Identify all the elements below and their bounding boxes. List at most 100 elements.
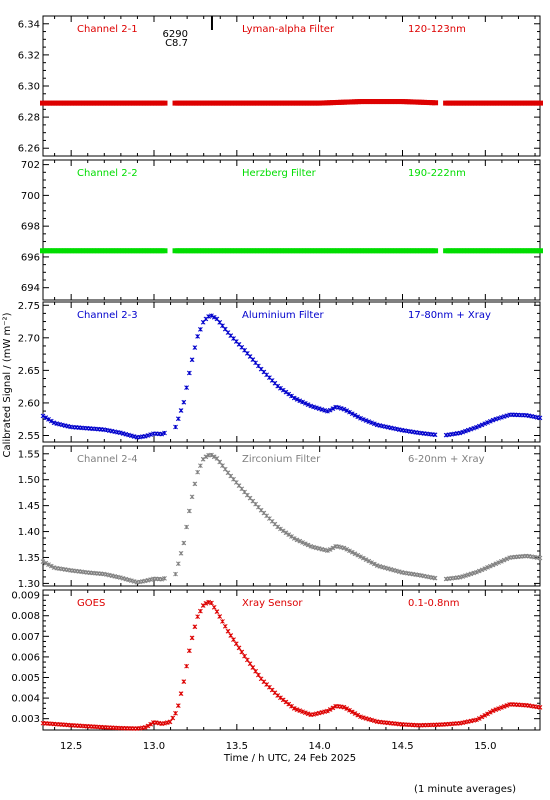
data-point	[209, 452, 214, 458]
data-point	[341, 704, 347, 710]
y-tick-label: 2.70	[18, 333, 40, 344]
data-point	[363, 557, 369, 562]
data-point	[501, 704, 507, 709]
panel-5: 0.003 0.004 0.005 0.006 0.007 0.008 0.009 GOES X…	[11, 589, 543, 731]
data-point	[504, 703, 510, 708]
data-point	[159, 576, 165, 582]
filter-label: Xray Sensor	[242, 598, 303, 609]
data-point	[460, 429, 466, 435]
data-point	[476, 716, 482, 721]
data-point	[289, 393, 294, 399]
data-point	[341, 406, 347, 412]
data-point	[311, 404, 316, 410]
data-point	[465, 427, 471, 433]
data-point	[46, 417, 51, 422]
data-point	[189, 635, 195, 641]
data-point	[465, 572, 471, 578]
data-point	[432, 100, 439, 106]
data-point	[485, 420, 490, 425]
data-point	[352, 412, 358, 418]
data-point	[291, 706, 297, 711]
data-point	[305, 402, 311, 407]
data-point	[313, 405, 319, 411]
data-point	[330, 545, 336, 551]
data-point	[231, 637, 236, 642]
data-series	[40, 99, 543, 106]
data-point	[498, 558, 504, 564]
data-point	[358, 415, 363, 421]
data-point	[206, 314, 212, 319]
data-point	[369, 420, 374, 426]
data-point	[501, 414, 507, 419]
data-point	[302, 400, 308, 406]
data-point	[159, 431, 165, 437]
data-point	[327, 407, 333, 413]
data-point	[474, 569, 479, 575]
data-point	[297, 538, 303, 544]
data-point	[355, 414, 361, 420]
data-point	[148, 432, 154, 437]
y-tick-label: 0.007	[11, 632, 40, 643]
data-point	[297, 398, 303, 404]
data-point	[302, 541, 308, 547]
data-point	[297, 708, 303, 714]
data-point	[347, 548, 352, 554]
data-point	[498, 705, 504, 710]
data-point	[537, 704, 543, 710]
data-point	[173, 710, 178, 716]
data-point	[286, 391, 292, 397]
data-point	[175, 703, 181, 708]
data-series	[40, 248, 543, 254]
data-point	[186, 370, 192, 376]
data-point	[355, 552, 361, 558]
data-point	[186, 508, 192, 514]
data-point	[360, 555, 366, 561]
data-point	[217, 459, 223, 465]
data-point	[280, 528, 286, 534]
data-point	[184, 663, 189, 669]
y-tick-label: 6.32	[18, 50, 40, 61]
filter-label: Herzberg Filter	[242, 168, 317, 179]
y-tick-label: 0.005	[11, 673, 40, 684]
data-point	[349, 411, 355, 417]
y-tick-label: 702	[21, 160, 40, 171]
data-point	[40, 413, 46, 419]
data-point	[184, 524, 189, 530]
data-point	[358, 714, 363, 720]
data-point	[352, 551, 358, 557]
data-point	[46, 562, 51, 567]
data-point	[482, 566, 488, 571]
data-point	[463, 573, 468, 578]
panel-2: 694 696 698 700 702 Channel 2-2 Herzberg Filte…	[21, 159, 543, 301]
data-point	[327, 547, 333, 552]
data-point	[352, 711, 358, 716]
data-point	[347, 707, 352, 713]
filter-label: Aluminium Filter	[242, 310, 325, 321]
wavelength-label: 17-80nm + Xray	[408, 310, 491, 321]
data-point	[242, 653, 247, 659]
data-point	[496, 415, 501, 421]
x-tick-label: 12.5	[60, 741, 82, 752]
data-point	[220, 463, 225, 468]
panel-frame	[42, 159, 541, 301]
data-point	[496, 706, 501, 711]
y-tick-label: 0.009	[11, 591, 40, 602]
x-tick-label: 14.5	[391, 741, 413, 752]
data-point	[214, 609, 220, 614]
y-tick-label: 2.75	[18, 301, 40, 312]
panel-frame	[42, 301, 541, 443]
x-axis-label: Time / h UTC, 24 Feb 2025	[223, 753, 356, 764]
y-tick-label: 1.55	[18, 449, 40, 460]
data-point	[225, 628, 231, 634]
data-point	[432, 248, 439, 254]
data-point	[192, 481, 198, 487]
data-point	[228, 633, 234, 638]
data-point	[490, 562, 496, 568]
panels: 6.26 6.28 6.30 6.32 6.34 Channel 2-1 Lyman-alp…	[11, 15, 543, 731]
data-series	[40, 313, 543, 440]
y-tick-label: 2.65	[18, 366, 40, 377]
data-point	[374, 563, 380, 568]
data-point	[145, 433, 151, 438]
data-point	[474, 717, 479, 723]
data-point	[366, 419, 372, 424]
